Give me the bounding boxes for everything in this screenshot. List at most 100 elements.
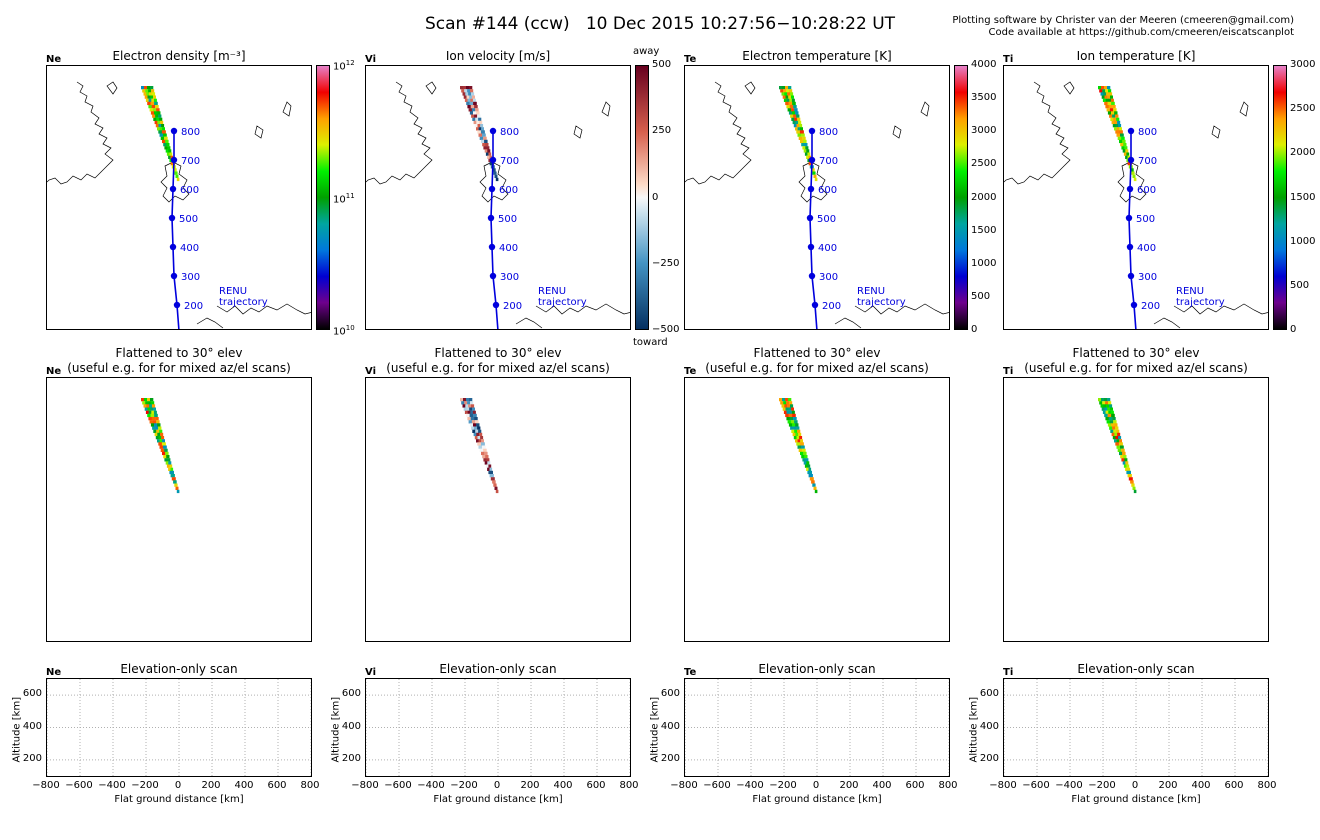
panel-tag: Ti [1003,667,1014,678]
beam-cell [789,417,794,421]
beam-cell [155,426,159,430]
beam-cell [1099,89,1103,93]
beam-cell [478,133,483,137]
beam-cell [145,401,149,405]
beam-cell [1116,445,1121,449]
beam-cell [158,436,162,440]
beam-cell [791,117,795,121]
beam-cell [1115,426,1119,430]
beam-cell [156,420,160,424]
x-tick-label: 0 [493,780,501,791]
beam-cell [478,429,482,433]
beam-cell [1120,445,1124,449]
x-tick-label: −800 [351,780,379,791]
beam-cell [482,143,486,147]
beam-cell [801,445,805,449]
beam-cell [472,429,476,433]
beam-cell [159,127,163,131]
beam-cell [1102,89,1106,93]
colorbar-tick-label: 0 [971,324,978,335]
trajectory-label: RENU [219,286,247,297]
x-tick-label: 200 [1158,780,1178,791]
flattened-title-line2: (useful e.g. for for mixed az/el scans) [67,361,291,375]
beam-cell [471,426,475,430]
beam-cell [479,136,484,140]
elevation-axes [1003,678,1269,777]
beam-cell [793,426,797,430]
beam-cell [798,432,802,437]
beam-cell [157,120,161,125]
beam-cell [471,92,475,96]
trajectory-altitude-label: 800 [500,127,519,138]
x-tick-label: 400 [234,780,254,791]
map-axes: 800 700 600 500 400 300 200 RENU trajectory [1003,65,1269,330]
panel-tag: Vi [365,667,376,678]
beam-cell [469,86,473,90]
trajectory-point [489,156,497,164]
colorbar-tick-label: 1010 [333,324,355,338]
beam-cell [165,451,169,456]
coastline-3 [798,161,828,203]
beam-cell [795,111,799,115]
beam-cell [153,407,156,411]
beam-cell [793,417,797,421]
beam-cell [472,95,475,99]
beam-cell [1125,467,1128,471]
beam-cell [787,108,792,112]
beam-cell [166,455,170,459]
beam-cell [1115,130,1120,134]
coastline-3 [160,161,190,203]
beam-cell [475,117,479,121]
beam-cell [798,136,803,140]
beam-cell [1112,417,1116,421]
colorbar-tick-label: −500 [652,324,680,335]
beam-cell [796,442,801,446]
beam-cell [780,401,784,405]
x-tick-label: −200 [1088,780,1116,791]
beam-cell [158,114,162,118]
x-tick-label: 200 [520,780,540,791]
x-tick-label: −200 [769,780,797,791]
beam-cell [1127,467,1131,471]
beam-cell [155,105,159,109]
beam-cell [477,436,481,440]
beam-cell [1107,398,1111,402]
beam-cell [477,114,481,118]
trajectory-altitude-label: 400 [499,243,518,254]
map-axes: 800 700 600 500 400 300 200 RENU trajectory [46,65,312,330]
beam-cell [159,133,164,137]
beam-cell [492,480,496,484]
coastline-4 [1211,125,1221,139]
y-tick-label: 200 [660,752,680,764]
beam-cell [147,413,151,418]
flattened-title-line1: Flattened to 30° elev [434,346,562,360]
beam-cell [479,448,484,452]
coastline-7 [196,317,224,329]
beam-cell [478,127,482,131]
coastline-7 [834,317,862,329]
beam-cell [797,127,801,131]
beam-cell [147,101,151,106]
y-tick-label: 600 [660,688,680,700]
beam-cell [148,417,152,421]
beam-cell [1107,95,1111,99]
beam-cell [812,483,816,487]
beam-cell [803,461,807,465]
beam-cell [808,467,812,471]
beam-cell [779,86,783,90]
x-tick-label: 400 [872,780,892,791]
beam-cell [463,407,467,411]
beam-cell [1107,413,1112,418]
beam-cell [1114,423,1118,427]
beam-cell [1122,139,1126,144]
colorbar-tick-label: −250 [652,257,680,269]
trajectory-point [488,243,496,251]
y-tick-label: 400 [341,720,361,732]
beam-cell [163,143,167,147]
y-tick-label: 200 [979,752,999,764]
beam-cell [786,98,790,102]
map-axes: 800 700 600 500 400 300 200 RENU trajectory [365,65,631,330]
trajectory-altitude-label: 300 [819,272,838,283]
beam-cell [152,92,156,96]
beam-cell [170,474,175,478]
